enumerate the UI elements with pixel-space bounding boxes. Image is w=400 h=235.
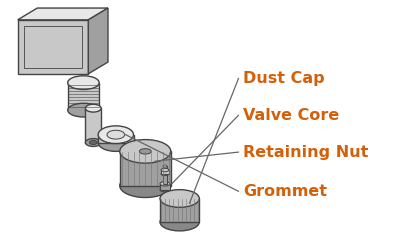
Ellipse shape bbox=[120, 140, 171, 163]
Polygon shape bbox=[18, 8, 108, 20]
Text: Dust Cap: Dust Cap bbox=[244, 71, 325, 86]
Polygon shape bbox=[161, 170, 169, 174]
Polygon shape bbox=[88, 8, 108, 74]
Ellipse shape bbox=[160, 213, 199, 231]
Text: Retaining Nut: Retaining Nut bbox=[244, 145, 369, 160]
Ellipse shape bbox=[86, 139, 101, 146]
Ellipse shape bbox=[107, 130, 125, 139]
Ellipse shape bbox=[68, 76, 99, 90]
Ellipse shape bbox=[160, 182, 170, 186]
Ellipse shape bbox=[68, 103, 99, 117]
Ellipse shape bbox=[98, 134, 134, 151]
Ellipse shape bbox=[161, 172, 169, 176]
Ellipse shape bbox=[163, 165, 167, 167]
Ellipse shape bbox=[120, 174, 171, 197]
Polygon shape bbox=[98, 135, 134, 143]
Ellipse shape bbox=[161, 168, 169, 172]
Polygon shape bbox=[18, 20, 88, 74]
Text: Valve Core: Valve Core bbox=[244, 108, 340, 123]
Text: Grommet: Grommet bbox=[244, 184, 328, 199]
Ellipse shape bbox=[98, 126, 134, 144]
Ellipse shape bbox=[160, 190, 199, 207]
Polygon shape bbox=[160, 184, 170, 190]
Ellipse shape bbox=[86, 104, 101, 112]
Ellipse shape bbox=[160, 188, 170, 192]
Polygon shape bbox=[160, 199, 199, 222]
Ellipse shape bbox=[89, 141, 97, 145]
Ellipse shape bbox=[139, 149, 151, 154]
Polygon shape bbox=[68, 83, 99, 110]
Polygon shape bbox=[86, 108, 101, 143]
Polygon shape bbox=[120, 151, 171, 186]
Polygon shape bbox=[163, 166, 167, 184]
